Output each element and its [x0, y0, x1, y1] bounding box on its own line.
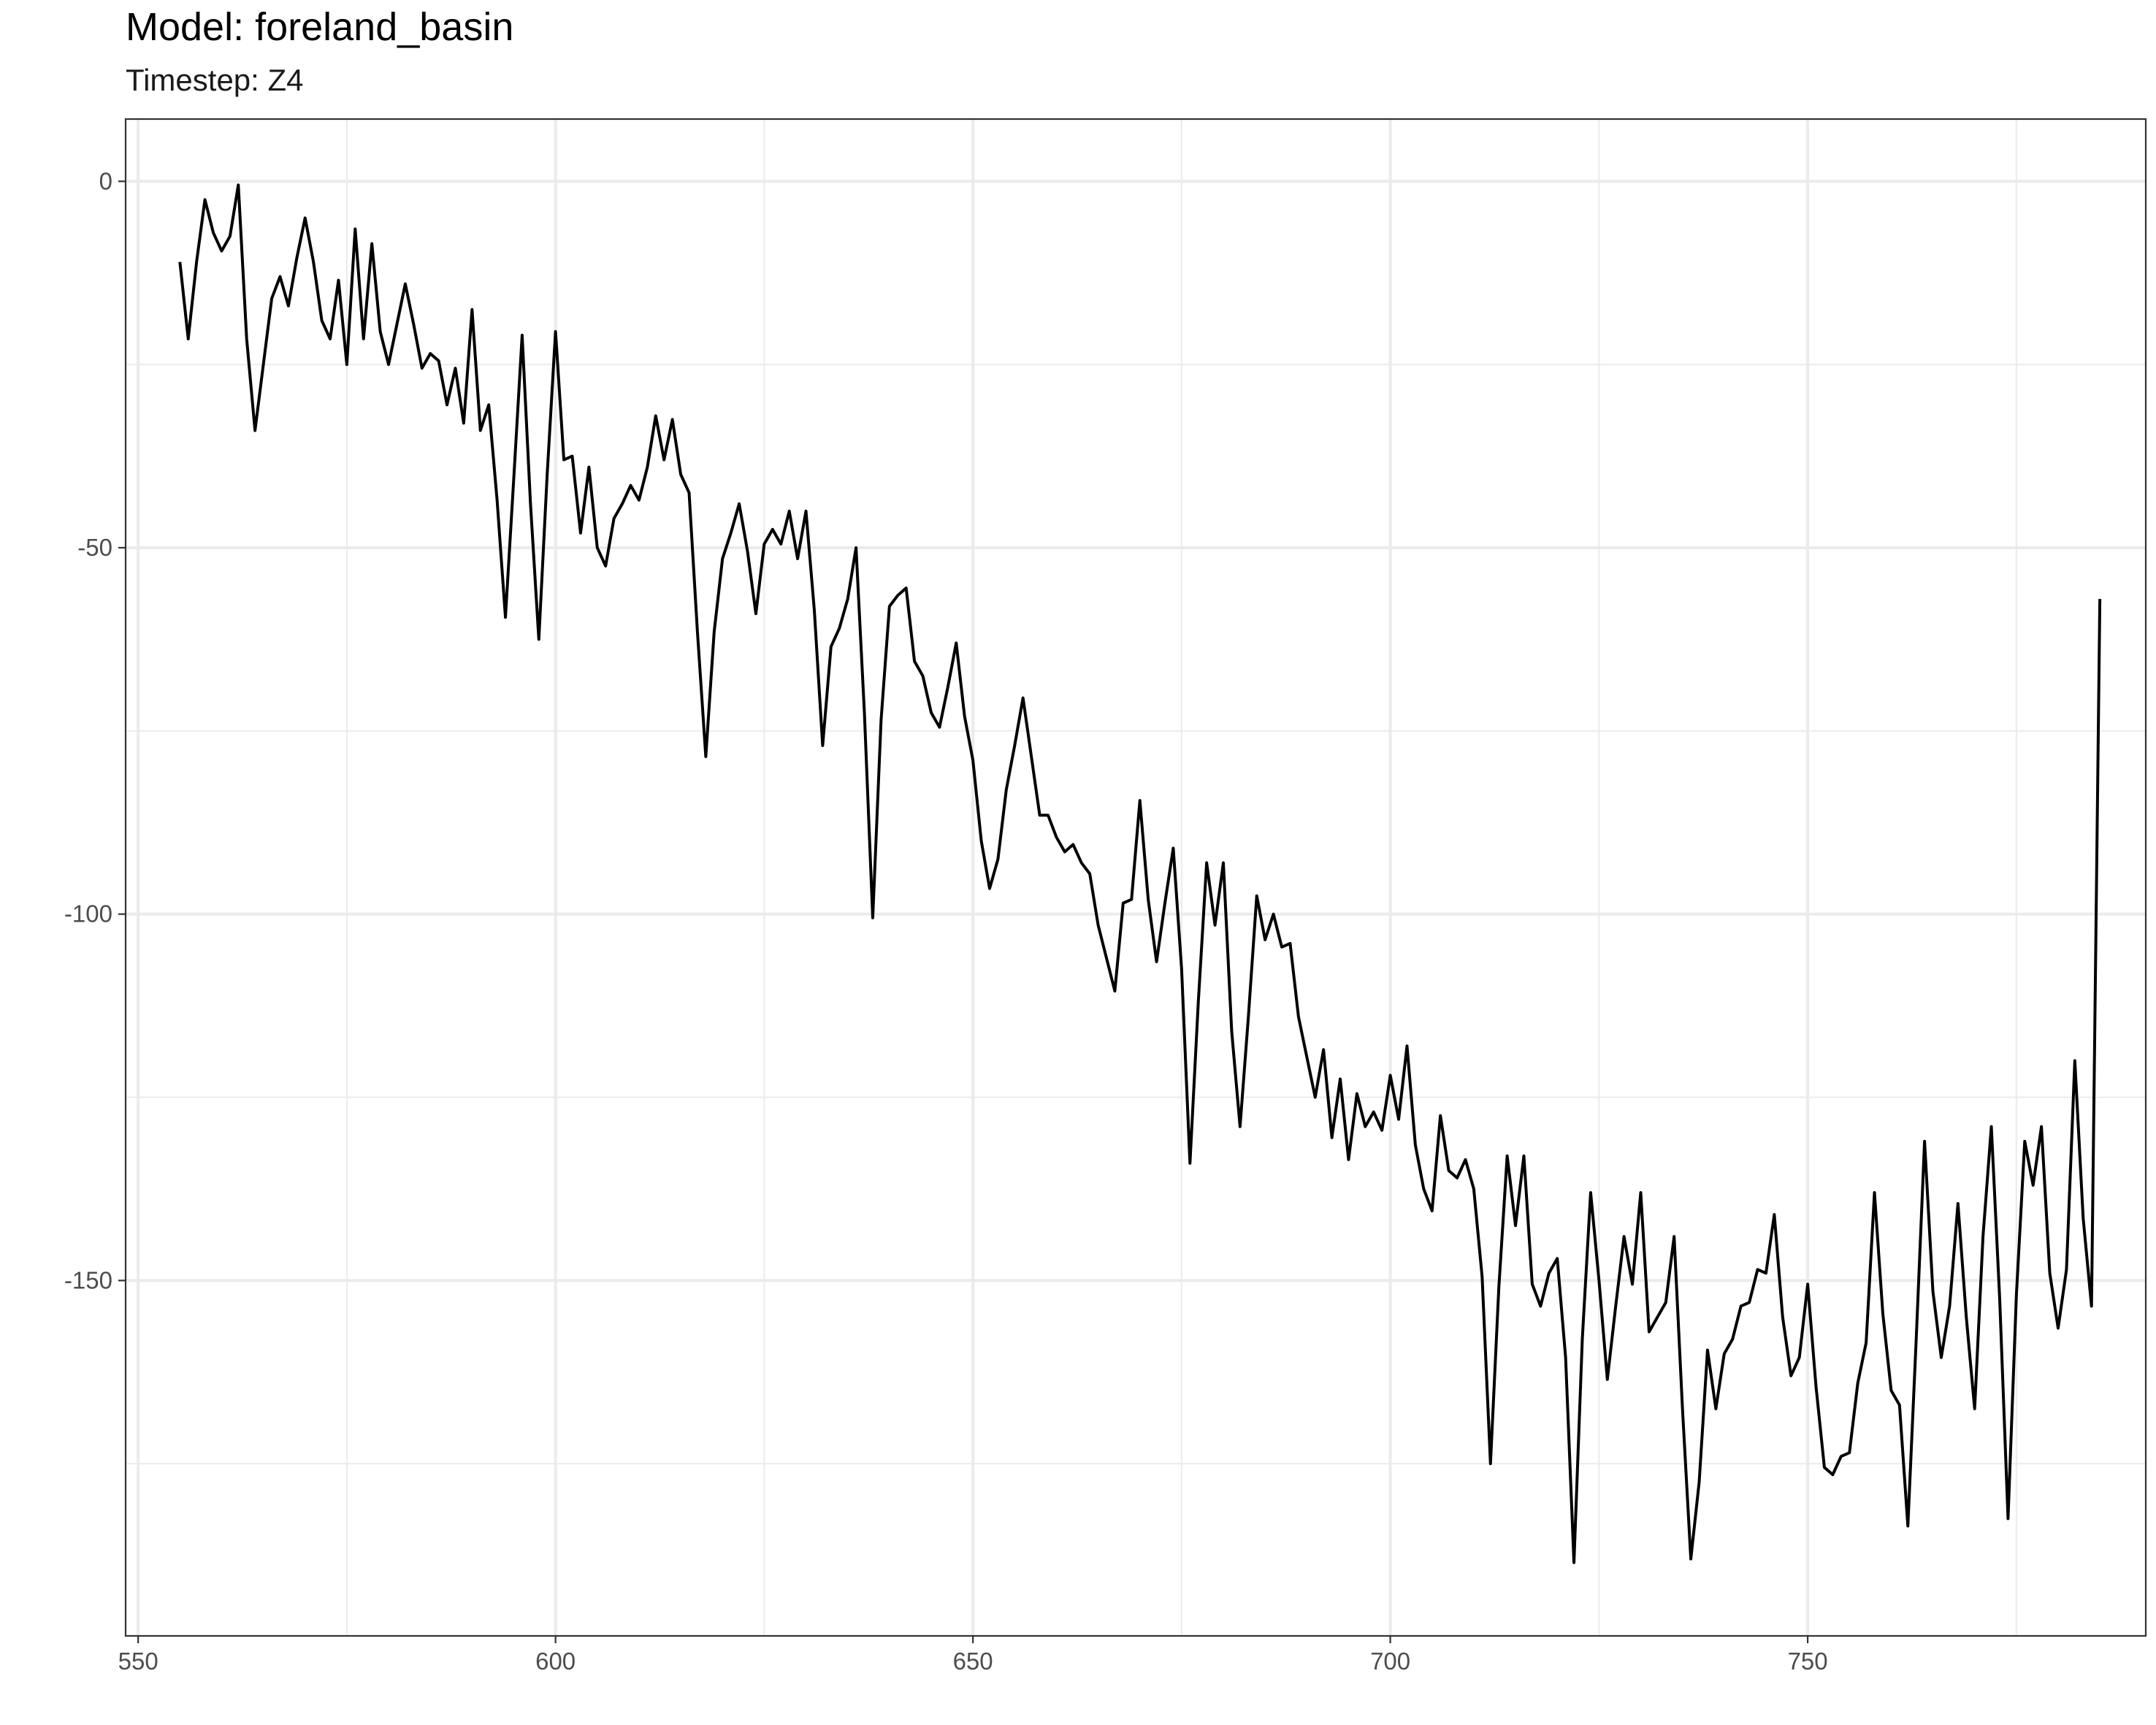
chart-subtitle: Timestep: Z4 — [126, 63, 304, 97]
plot-panel-border — [124, 118, 2147, 1637]
y-axis: 0 -50 -100 -150 — [64, 167, 126, 1293]
x-tick-label: 550 — [118, 1648, 158, 1675]
x-tick-label: 750 — [1788, 1648, 1828, 1675]
y-tick-label: -100 — [64, 900, 112, 927]
series-line-0 — [178, 183, 2102, 1564]
series-layer — [178, 183, 2102, 1564]
chart-title: Model: foreland_basin — [126, 5, 514, 49]
x-axis: 550 600 650 700 750 — [118, 1636, 1828, 1675]
x-tick-label: 600 — [535, 1648, 576, 1675]
y-tick-label: 0 — [99, 167, 112, 194]
plot-panel — [126, 119, 2146, 1636]
y-tick-label: -50 — [77, 534, 112, 561]
x-tick-label: 650 — [953, 1648, 993, 1675]
major-gridlines — [126, 119, 2146, 1636]
x-tick-label: 700 — [1370, 1648, 1410, 1675]
y-tick-label: -150 — [64, 1266, 112, 1293]
